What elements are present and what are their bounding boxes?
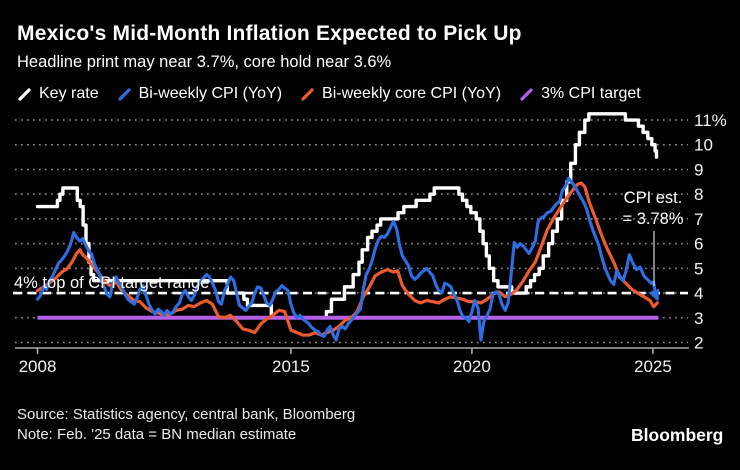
cpi-estimate-label-line2: = 3.78% <box>622 210 683 228</box>
legend-item-cpi-target: 3% CPI target <box>519 85 641 103</box>
legend-label: 3% CPI target <box>541 85 641 102</box>
note-text: Note: Feb. '25 data = BN median estimate <box>17 426 297 443</box>
y-axis-label-2: 2 <box>694 334 703 353</box>
cpi-estimate-arrow-icon <box>648 288 660 302</box>
y-axis-label-6: 6 <box>694 235 703 254</box>
legend-item-biweekly-core-cpi: Bi-weekly core CPI (YoY) <box>300 85 501 103</box>
y-axis-label-4: 4 <box>694 284 703 303</box>
source-text: Source: Statistics agency, central bank,… <box>17 406 356 423</box>
legend-label: Bi-weekly CPI (YoY) <box>138 85 283 102</box>
legend-item-key-rate: Key rate <box>17 85 99 103</box>
series-bi-weekly-cpi-yoy- <box>35 176 659 342</box>
series-key-rate <box>35 112 659 320</box>
cpi-target-slash-icon <box>520 87 533 101</box>
y-axis-label-3: 3 <box>694 309 703 328</box>
target-range-annotation: 4% top of CPI target range <box>14 274 210 292</box>
x-axis-label-2015: 2015 <box>272 357 310 376</box>
y-axis-label-9: 9 <box>694 160 703 179</box>
cpi-slash-icon <box>117 87 131 101</box>
key-rate-slash-icon <box>18 87 31 101</box>
y-axis-label-11: 11% <box>694 111 727 130</box>
y-axis-label-8: 8 <box>694 185 703 204</box>
x-axis-label-2008: 2008 <box>19 357 57 376</box>
core-cpi-slash-icon <box>301 87 314 101</box>
x-axis-label-2025: 2025 <box>634 357 672 376</box>
page-title: Mexico's Mid-Month Inflation Expected to… <box>17 22 522 45</box>
page-subtitle: Headline print may near 3.7%, core hold … <box>17 53 392 71</box>
bloomberg-logo: Bloomberg <box>631 425 724 445</box>
legend: Key rate Bi-weekly CPI (YoY) Bi-weekly c… <box>17 85 641 103</box>
legend-label: Key rate <box>39 85 99 102</box>
y-axis-label-5: 5 <box>694 259 703 278</box>
y-axis-label-7: 7 <box>694 210 703 229</box>
cpi-estimate-label-line1: CPI est. <box>624 189 683 207</box>
series-bi-weekly-core-cpi-yoy- <box>35 181 659 337</box>
legend-item-biweekly-cpi: Bi-weekly CPI (YoY) <box>117 85 282 103</box>
x-axis-label-2020: 2020 <box>453 357 491 376</box>
legend-label: Bi-weekly core CPI (YoY) <box>322 85 502 102</box>
y-axis-label-10: 10 <box>694 136 713 155</box>
